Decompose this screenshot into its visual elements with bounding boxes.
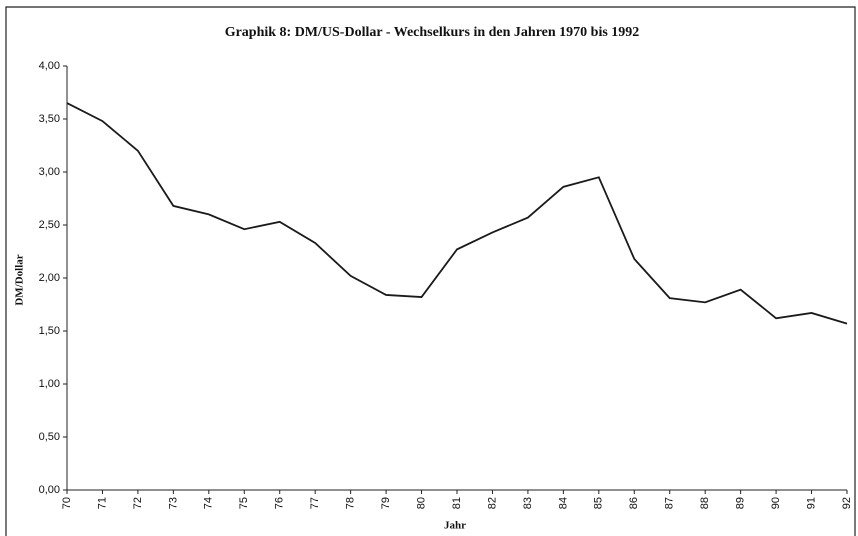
x-axis-label: Jahr	[444, 520, 466, 532]
y-axis-label: DM/Dollar	[14, 254, 26, 305]
x-tick-label: 79	[380, 497, 392, 509]
x-tick-label: 83	[522, 497, 534, 509]
x-tick-label: 86	[628, 497, 640, 509]
x-tick-label: 78	[345, 497, 357, 509]
x-tick-label: 71	[96, 497, 108, 509]
x-tick-label: 90	[770, 497, 782, 509]
x-tick-label: 77	[309, 497, 321, 509]
x-tick-label: 88	[699, 497, 711, 509]
y-tick-label: 1,00	[39, 378, 60, 390]
x-tick-label: 74	[203, 497, 215, 509]
x-tick-label: 76	[274, 497, 286, 509]
x-tick-label: 80	[415, 497, 427, 509]
x-tick-label: 75	[238, 497, 250, 509]
y-tick-label: 2,00	[39, 272, 60, 284]
y-tick-label: 4,00	[39, 60, 60, 72]
y-tick-label: 2,50	[39, 219, 60, 231]
x-tick-label: 70	[61, 497, 73, 509]
x-tick-label: 81	[451, 497, 463, 509]
x-tick-label: 84	[557, 497, 569, 509]
y-tick-label: 1,50	[39, 325, 60, 337]
x-tick-label: 89	[735, 497, 747, 509]
chart-title: Graphik 8: DM/US-Dollar - Wechselkurs in…	[225, 25, 640, 40]
y-tick-label: 0,00	[39, 484, 60, 496]
x-tick-label: 92	[841, 497, 853, 509]
x-tick-label: 87	[664, 497, 676, 509]
x-tick-label: 82	[486, 497, 498, 509]
x-tick-label: 73	[167, 497, 179, 509]
y-tick-label: 3,00	[39, 166, 60, 178]
x-tick-label: 72	[132, 497, 144, 509]
y-tick-label: 3,50	[39, 113, 60, 125]
x-tick-label: 85	[593, 497, 605, 509]
frame	[5, 6, 856, 536]
x-tick-label: 91	[805, 497, 817, 509]
y-tick-label: 0,50	[39, 431, 60, 443]
line-series	[66, 102, 848, 325]
